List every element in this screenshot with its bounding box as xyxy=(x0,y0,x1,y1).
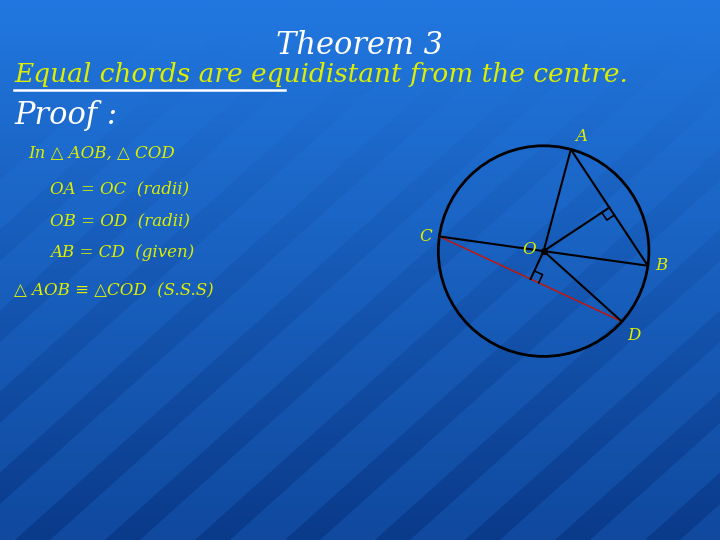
Polygon shape xyxy=(50,0,705,540)
Polygon shape xyxy=(0,0,435,540)
Polygon shape xyxy=(320,0,720,540)
Polygon shape xyxy=(140,0,720,540)
Text: In △ AOB, △ COD: In △ AOB, △ COD xyxy=(28,145,175,162)
Polygon shape xyxy=(680,0,720,540)
Text: Equal chords are equidistant from the centre.: Equal chords are equidistant from the ce… xyxy=(14,62,628,87)
Text: A: A xyxy=(575,129,587,145)
Text: Proof :: Proof : xyxy=(14,100,117,131)
Polygon shape xyxy=(0,0,345,540)
Polygon shape xyxy=(0,0,255,540)
Text: D: D xyxy=(627,327,640,343)
Text: AB = CD  (given): AB = CD (given) xyxy=(50,244,194,261)
Polygon shape xyxy=(590,0,720,540)
Polygon shape xyxy=(410,0,720,540)
Text: B: B xyxy=(655,257,667,274)
Polygon shape xyxy=(500,0,720,540)
Text: △ AOB ≡ △COD  (S.S.S): △ AOB ≡ △COD (S.S.S) xyxy=(14,282,214,299)
Polygon shape xyxy=(230,0,720,540)
Text: Theorem 3: Theorem 3 xyxy=(276,30,444,61)
Text: OA = OC  (radii): OA = OC (radii) xyxy=(50,180,189,197)
Polygon shape xyxy=(0,0,525,540)
Polygon shape xyxy=(0,0,615,540)
Text: O: O xyxy=(522,241,536,258)
Text: C: C xyxy=(420,228,432,245)
Text: OB = OD  (radii): OB = OD (radii) xyxy=(50,212,190,229)
